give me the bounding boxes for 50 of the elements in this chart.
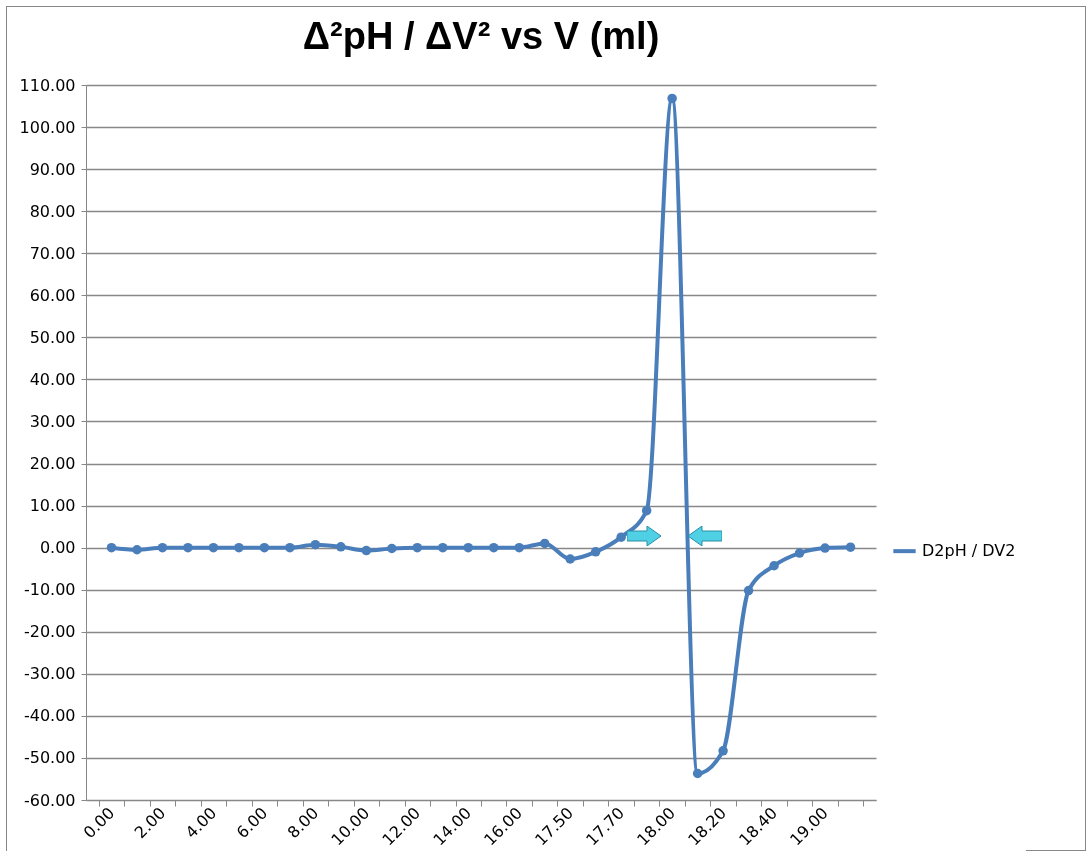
legend-label: D2pH / DV2 <box>922 541 1016 561</box>
y-tick-label: 0.00 <box>39 538 76 558</box>
point <box>106 542 117 553</box>
point <box>259 542 270 553</box>
y-tick-label: 10.00 <box>29 496 76 516</box>
y-tick-label: -50.00 <box>23 748 76 768</box>
point <box>539 538 550 549</box>
point <box>361 545 372 556</box>
y-tick-label: 90.00 <box>29 159 76 179</box>
point <box>387 543 397 554</box>
point <box>641 505 652 516</box>
y-tick-label: 80.00 <box>29 201 76 221</box>
point <box>820 543 830 553</box>
point <box>336 542 346 552</box>
y-tick-label: -20.00 <box>23 622 76 642</box>
y-tick-label: 60.00 <box>29 285 76 305</box>
y-tick-label: 100.00 <box>19 117 76 137</box>
y-tick-label: 20.00 <box>29 454 76 474</box>
y-tick-label: 50.00 <box>29 327 76 347</box>
y-tick-label: -40.00 <box>23 706 76 726</box>
y-tick-label: -30.00 <box>23 664 76 684</box>
point <box>310 539 321 550</box>
point <box>489 542 499 553</box>
point <box>463 542 473 553</box>
point <box>769 561 779 571</box>
point <box>590 547 601 557</box>
point <box>743 585 754 596</box>
point <box>667 93 677 104</box>
y-tick-label: -60.00 <box>23 790 76 810</box>
y-tick-label: -10.00 <box>23 580 76 600</box>
point <box>412 542 423 553</box>
point <box>692 768 703 779</box>
y-tick-label: 30.00 <box>29 411 76 431</box>
y-tick-label: 40.00 <box>29 369 76 389</box>
point <box>845 542 856 552</box>
point <box>616 532 626 542</box>
point <box>565 554 575 564</box>
point <box>183 542 193 553</box>
point <box>285 542 295 553</box>
point <box>514 542 524 553</box>
point <box>157 542 168 553</box>
point <box>208 542 219 553</box>
point <box>132 545 142 555</box>
y-tick-label: 110.00 <box>19 75 76 95</box>
y-tick-label: 70.00 <box>29 243 76 263</box>
chart-title: Δ²pH / ΔV² vs V (ml) <box>302 15 660 57</box>
point <box>438 542 448 553</box>
point <box>234 542 244 553</box>
point <box>794 548 805 558</box>
point <box>718 746 728 756</box>
